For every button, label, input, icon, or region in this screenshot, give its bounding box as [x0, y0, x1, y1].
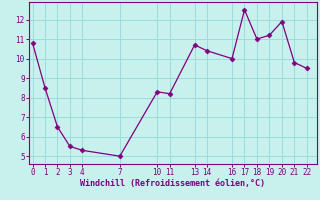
X-axis label: Windchill (Refroidissement éolien,°C): Windchill (Refroidissement éolien,°C) [80, 179, 265, 188]
